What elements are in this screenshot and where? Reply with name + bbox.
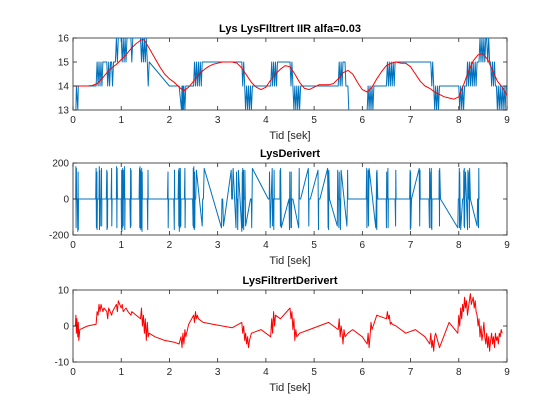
x-tick-label: 2 (167, 115, 173, 126)
lines-area-1 (73, 38, 507, 110)
chart-title-2: LysDerivert (260, 148, 320, 160)
x-tick-label: 0 (70, 367, 76, 378)
x-tick-label: 8 (456, 115, 462, 126)
axes-lys-filtrert: 0 1 2 3 4 5 6 7 8 9 13 14 15 16 Lys LysFIltrert IIR a… (58, 23, 510, 142)
x-tick-label: 9 (504, 367, 510, 378)
ticks-1: 0 1 2 3 4 5 6 7 8 9 13 14 15 16 (58, 34, 510, 127)
y-tick-label: 0 (63, 322, 69, 333)
y-tick-label: 13 (58, 106, 70, 117)
x-tick-label: 7 (408, 115, 414, 126)
x-tick-label: 5 (311, 367, 317, 378)
y-tick-label: 16 (58, 34, 70, 45)
y-tick-label: 0 (63, 195, 69, 206)
y-tick-label: 14 (58, 82, 70, 93)
x-tick-label: 3 (215, 115, 221, 126)
x-tick-label: 1 (118, 240, 124, 251)
y-tick-label: -10 (55, 358, 70, 369)
x-tick-label: 9 (504, 115, 510, 126)
y-tick-label: -200 (49, 231, 69, 242)
x-axis-label-2: Tid [sek] (269, 255, 310, 267)
x-tick-label: 6 (360, 240, 366, 251)
x-tick-label: 4 (263, 115, 269, 126)
x-tick-label: 0 (70, 115, 76, 126)
lines-area-2 (73, 166, 480, 232)
x-tick-label: 8 (456, 367, 462, 378)
y-tick-label: 10 (58, 286, 70, 297)
x-tick-label: 6 (360, 115, 366, 126)
x-tick-label: 2 (167, 240, 173, 251)
x-tick-label: 1 (118, 367, 124, 378)
series-line-lysfiltrertderivert (73, 293, 503, 352)
x-tick-label: 0 (70, 240, 76, 251)
x-tick-label: 1 (118, 115, 124, 126)
axes-frame-3 (72, 289, 508, 363)
chart-title-3: LysFiltrertDerivert (243, 275, 338, 287)
x-tick-label: 9 (504, 240, 510, 251)
x-tick-label: 5 (311, 240, 317, 251)
x-tick-label: 2 (167, 367, 173, 378)
lines-area-3 (73, 293, 503, 352)
series-line-lys (73, 38, 507, 110)
x-axis-label-3: Tid [sek] (269, 382, 310, 394)
x-tick-label: 5 (311, 115, 317, 126)
x-tick-label: 4 (263, 367, 269, 378)
series-line-lysderivert (73, 166, 480, 232)
x-axis-label-1: Tid [sek] (269, 130, 310, 142)
x-tick-label: 3 (215, 240, 221, 251)
series-line-lysfiltrert (73, 38, 507, 100)
x-tick-label: 7 (408, 240, 414, 251)
y-tick-label: 200 (52, 159, 69, 170)
x-tick-label: 8 (456, 240, 462, 251)
x-tick-label: 4 (263, 240, 269, 251)
x-tick-label: 3 (215, 367, 221, 378)
x-tick-label: 7 (408, 367, 414, 378)
y-tick-label: 15 (58, 58, 70, 69)
x-tick-label: 6 (360, 367, 366, 378)
chart-title-1: Lys LysFIltrert IIR alfa=0.03 (219, 23, 361, 35)
